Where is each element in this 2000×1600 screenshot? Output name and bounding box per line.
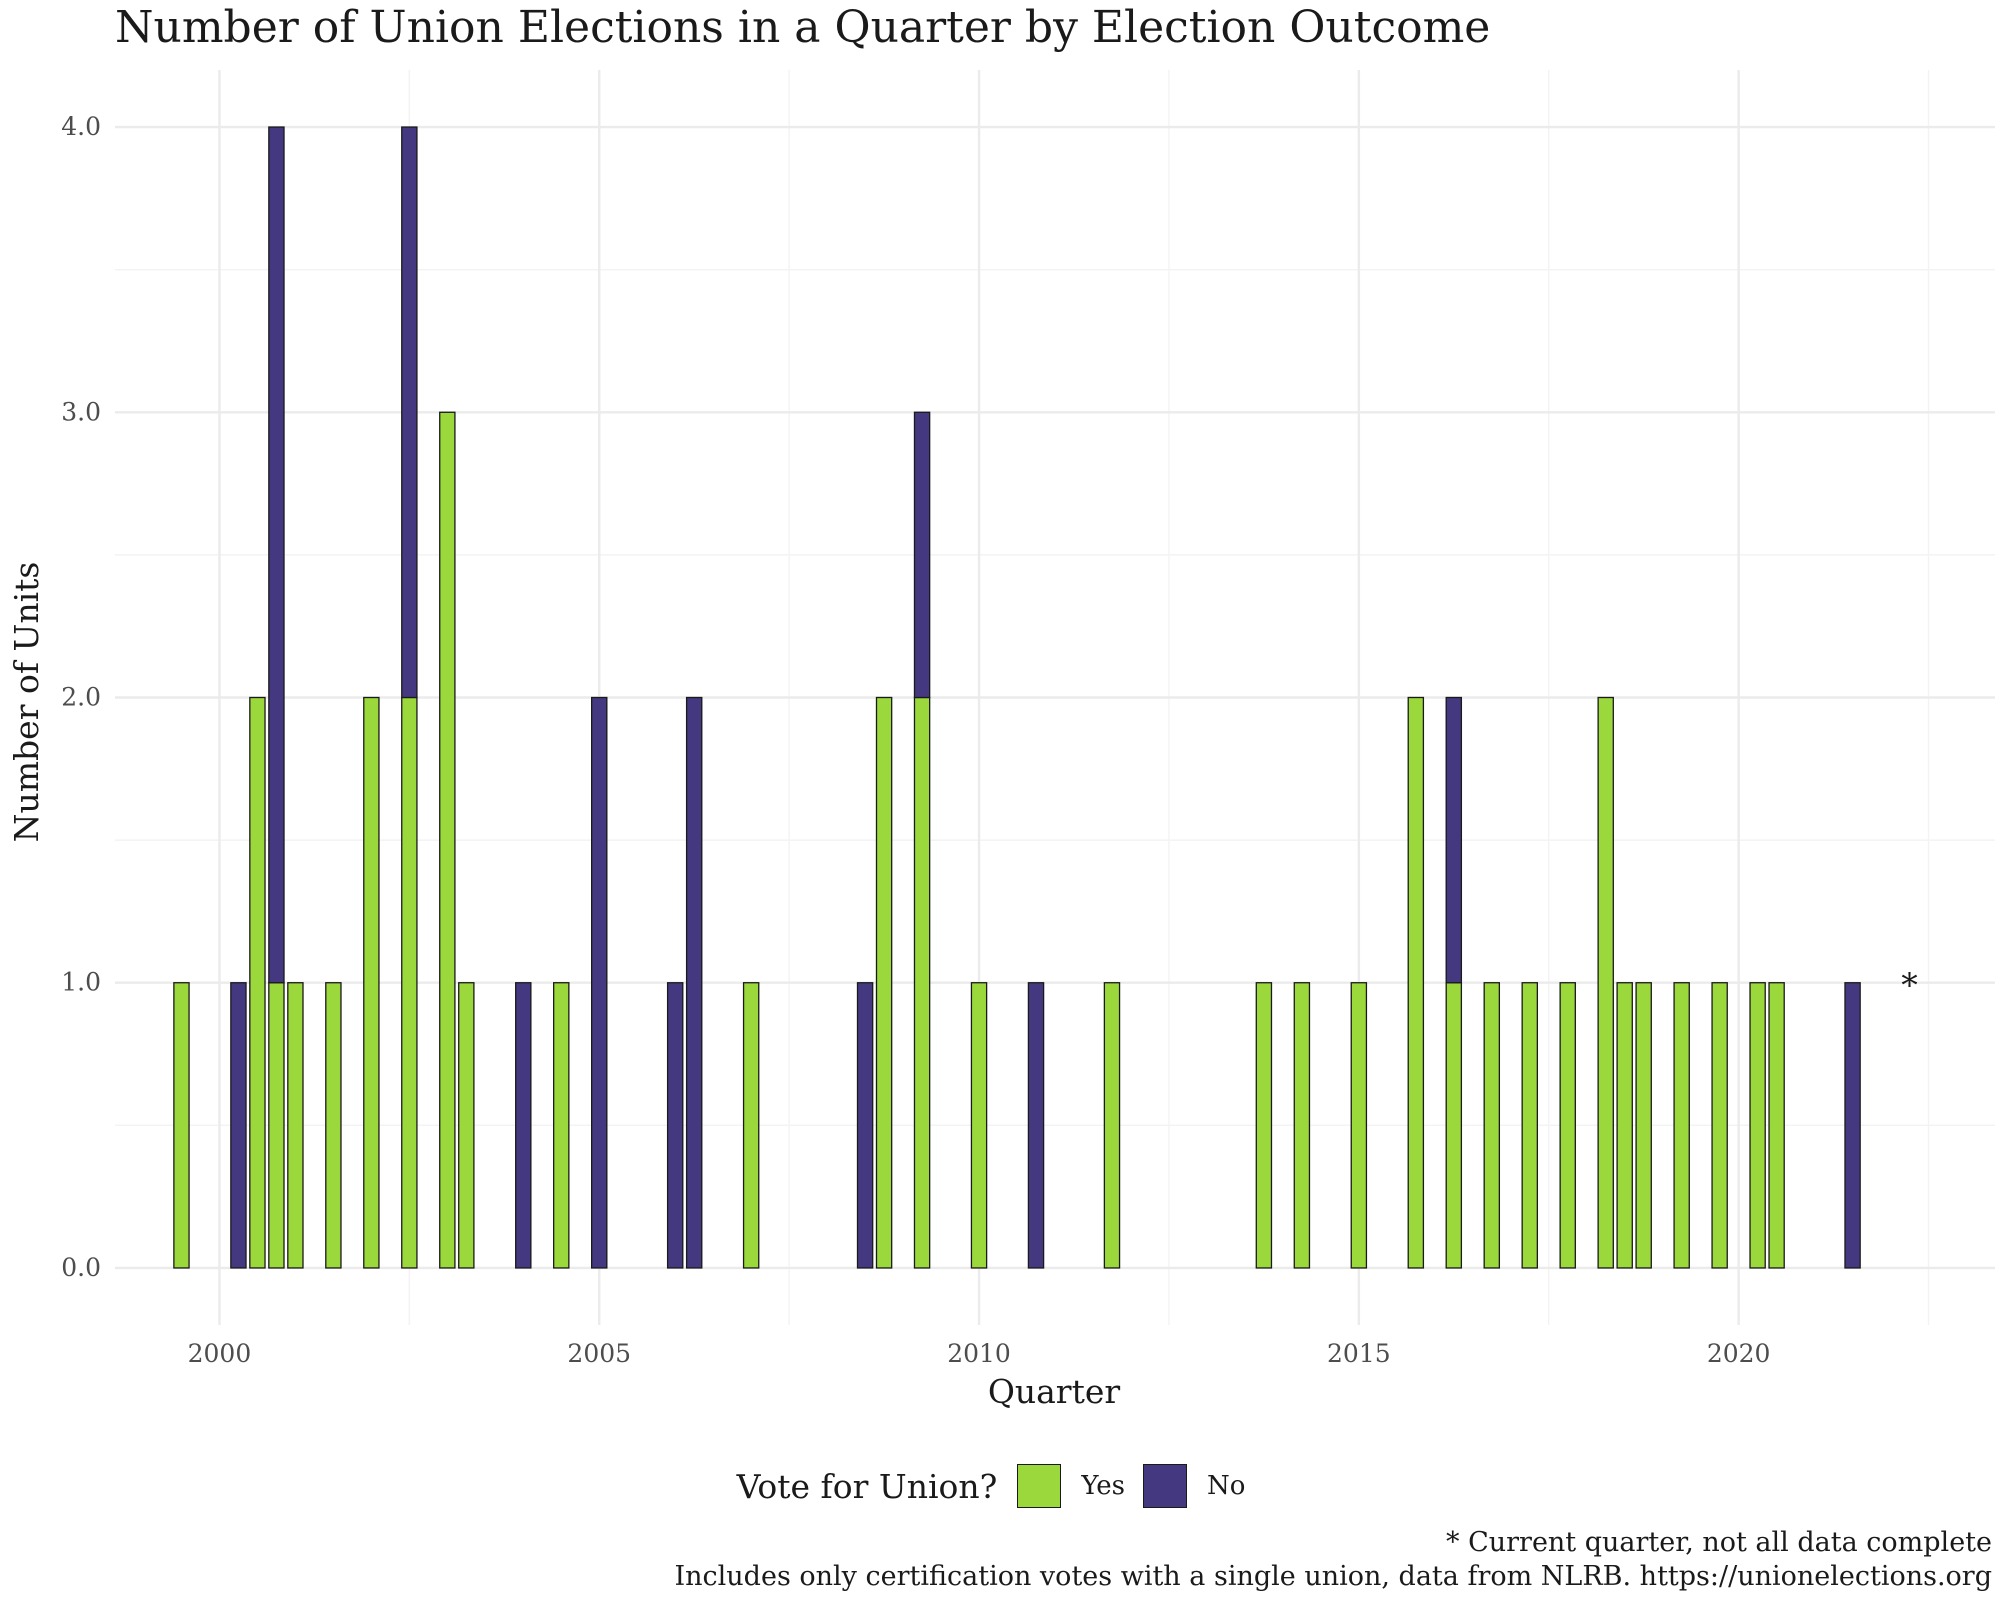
- bar-no: [1027, 982, 1045, 1269]
- bar-no: [230, 982, 247, 1269]
- y-tick-label: 4.0: [61, 112, 101, 141]
- bar-yes: [1635, 982, 1652, 1269]
- x-axis-title: Quarter: [988, 1372, 1121, 1411]
- bar-no: [515, 982, 532, 1269]
- bar-no: [590, 696, 608, 1269]
- bar-no: [1844, 982, 1861, 1269]
- bar-no: [268, 126, 285, 984]
- bar-no: [685, 696, 703, 1269]
- bar-yes: [268, 982, 285, 1269]
- bar-yes: [249, 696, 266, 1269]
- legend: Vote for Union? Yes No: [0, 1456, 2000, 1516]
- x-tick-label: 2005: [567, 1339, 631, 1368]
- y-tick-label: 2.0: [61, 683, 101, 712]
- bar-no: [913, 411, 931, 699]
- bar-yes: [1768, 982, 1785, 1269]
- bar-yes: [1559, 982, 1576, 1269]
- bar-yes: [287, 982, 304, 1269]
- bar-yes: [553, 982, 570, 1269]
- y-tick-label: 1.0: [61, 968, 101, 997]
- tick-layer: 2000 2005 2010 2015 2020 0.0 1.0 2.0 3.0 4.0: [61, 112, 1770, 1368]
- x-tick-label: 2020: [1707, 1339, 1771, 1368]
- bar-yes: [325, 982, 342, 1269]
- bar-yes: [875, 696, 893, 1269]
- bar-yes: [1103, 982, 1121, 1269]
- caption-line-note: * Current quarter, not all data complete: [1446, 1527, 1992, 1558]
- legend-label-yes: Yes: [1081, 1471, 1125, 1501]
- bar-yes: [1597, 696, 1614, 1269]
- legend-title: Vote for Union?: [736, 1466, 998, 1506]
- x-tick-label: 2015: [1327, 1339, 1391, 1368]
- bar-no: [666, 982, 684, 1269]
- y-axis-title: Number of Units: [7, 562, 46, 843]
- annotation-asterisk: *: [1901, 966, 1918, 1005]
- bar-yes: [1749, 982, 1766, 1269]
- bar-yes: [1255, 982, 1273, 1269]
- bar-yes: [1483, 982, 1501, 1269]
- bar-yes: [363, 696, 380, 1269]
- legend-key-yes: [1017, 1464, 1062, 1508]
- bar-yes: [1445, 982, 1463, 1269]
- bar-yes: [1711, 982, 1728, 1269]
- caption-line-source: Includes only certification votes with a…: [674, 1561, 1992, 1592]
- legend-item-no: No: [1142, 1464, 1246, 1508]
- bar-yes: [742, 982, 760, 1269]
- x-tick-label: 2000: [188, 1339, 252, 1368]
- bar-yes: [1616, 982, 1633, 1269]
- caption: * Current quarter, not all data complete…: [674, 1526, 1992, 1594]
- bar-yes: [1293, 982, 1311, 1269]
- legend-label-no: No: [1206, 1471, 1246, 1501]
- chart-title: Number of Union Elections in a Quarter b…: [115, 2, 1491, 53]
- bar-yes: [439, 411, 456, 1269]
- bar-no: [856, 982, 874, 1269]
- bar-yes: [913, 696, 931, 1269]
- x-tick-label: 2010: [947, 1339, 1011, 1368]
- bar-yes: [1407, 696, 1425, 1269]
- bar-yes: [458, 982, 475, 1269]
- bar-no: [401, 126, 418, 699]
- bar-yes: [1350, 982, 1368, 1269]
- bar-yes: [401, 696, 418, 1269]
- bar-yes: [1673, 982, 1690, 1269]
- legend-key-no: [1142, 1464, 1187, 1508]
- bar-yes: [173, 982, 190, 1269]
- y-tick-label: 0.0: [61, 1253, 101, 1282]
- legend-item-yes: Yes: [1017, 1464, 1125, 1508]
- bar-yes: [970, 982, 988, 1269]
- annotation-layer: *: [1901, 966, 1918, 1005]
- y-tick-label: 3.0: [61, 397, 101, 426]
- bar-yes: [1521, 982, 1538, 1269]
- bar-layer: [173, 126, 1861, 1269]
- bar-no: [1445, 696, 1463, 984]
